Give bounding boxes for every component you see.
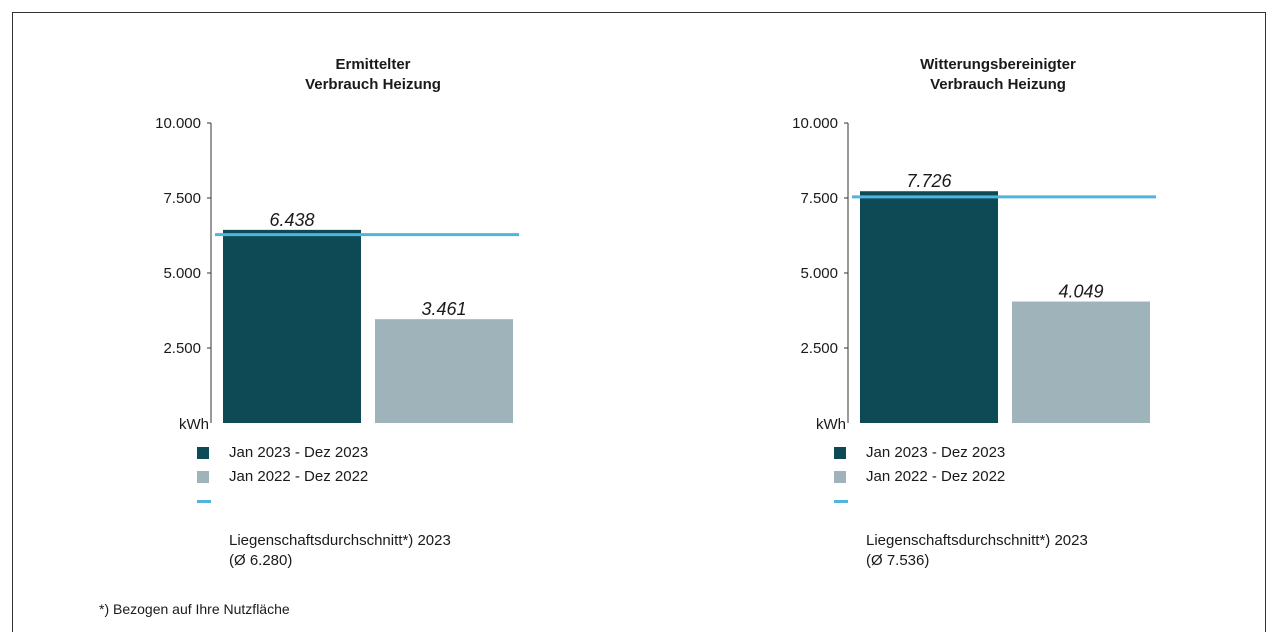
bar-previous [1012,301,1150,423]
y-tick-label: 2.500 [800,340,838,357]
chart-panel-ermittelt: Ermittelter Verbrauch Heizung 2.500 5.000… [13,13,653,613]
bar-value-label: 4.049 [1058,282,1103,302]
y-tick-label: 10.000 [155,115,201,132]
legend-label: Jan 2023 - Dez 2023 [866,444,1006,461]
bar-current [860,191,998,423]
y-unit-label: kWh [816,416,846,433]
legend-swatch-current [197,447,209,459]
legend-label: Jan 2022 - Dez 2022 [866,468,1006,485]
legend-item-average: Liegenschaftsdurchschnitt*) 2023 (Ø 6.28… [197,491,451,571]
y-unit-label: kWh [179,416,209,433]
chart-panel-witterungsbereinigt: Witterungsbereinigter Verbrauch Heizung … [650,13,1277,613]
y-tick-label: 10.000 [792,115,838,132]
legend-label: Jan 2022 - Dez 2022 [229,468,369,485]
legend-item-current: Jan 2023 - Dez 2023 [834,443,1088,463]
legend-label: Liegenschaftsdurchschnitt*) 2023 (Ø 7.53… [866,532,1088,569]
legend-item-average: Liegenschaftsdurchschnitt*) 2023 (Ø 7.53… [834,491,1088,571]
y-tick-label: 5.000 [800,265,838,282]
legend-item-previous: Jan 2022 - Dez 2022 [197,467,451,487]
bar-value-label: 6.438 [269,210,314,230]
legend: Jan 2023 - Dez 2023 Jan 2022 - Dez 2022 … [197,443,451,575]
report-frame: Ermittelter Verbrauch Heizung 2.500 5.000… [12,12,1266,632]
y-tick-label: 7.500 [800,190,838,207]
y-tick-label: 2.500 [163,340,201,357]
bar-chart-ermittelt: 2.500 5.000 7.500 10.000 kWh 6.438 3.461 [155,115,519,433]
bar-previous [375,319,513,423]
legend-line-average [834,500,848,503]
y-tick-label: 7.500 [163,190,201,207]
legend-swatch-previous [197,471,209,483]
legend-item-current: Jan 2023 - Dez 2023 [197,443,451,463]
bar-chart-witterungsbereinigt: 2.500 5.000 7.500 10.000 kWh 7.726 4.049 [792,115,1156,433]
legend-item-previous: Jan 2022 - Dez 2022 [834,467,1088,487]
bar-value-label: 3.461 [421,299,466,319]
y-tick-label: 5.000 [163,265,201,282]
bar-value-label: 7.726 [906,171,952,191]
legend-line-average [197,500,211,503]
legend-swatch-previous [834,471,846,483]
footnote: *) Bezogen auf Ihre Nutzfläche [99,601,290,617]
chart-title: Ermittelter Verbrauch Heizung [305,56,441,93]
legend-label: Liegenschaftsdurchschnitt*) 2023 (Ø 6.28… [229,532,451,569]
legend-swatch-current [834,447,846,459]
legend-label: Jan 2023 - Dez 2023 [229,444,369,461]
chart-title: Witterungsbereinigter Verbrauch Heizung [920,56,1076,93]
bar-current [223,229,361,423]
legend: Jan 2023 - Dez 2023 Jan 2022 - Dez 2022 … [834,443,1088,575]
